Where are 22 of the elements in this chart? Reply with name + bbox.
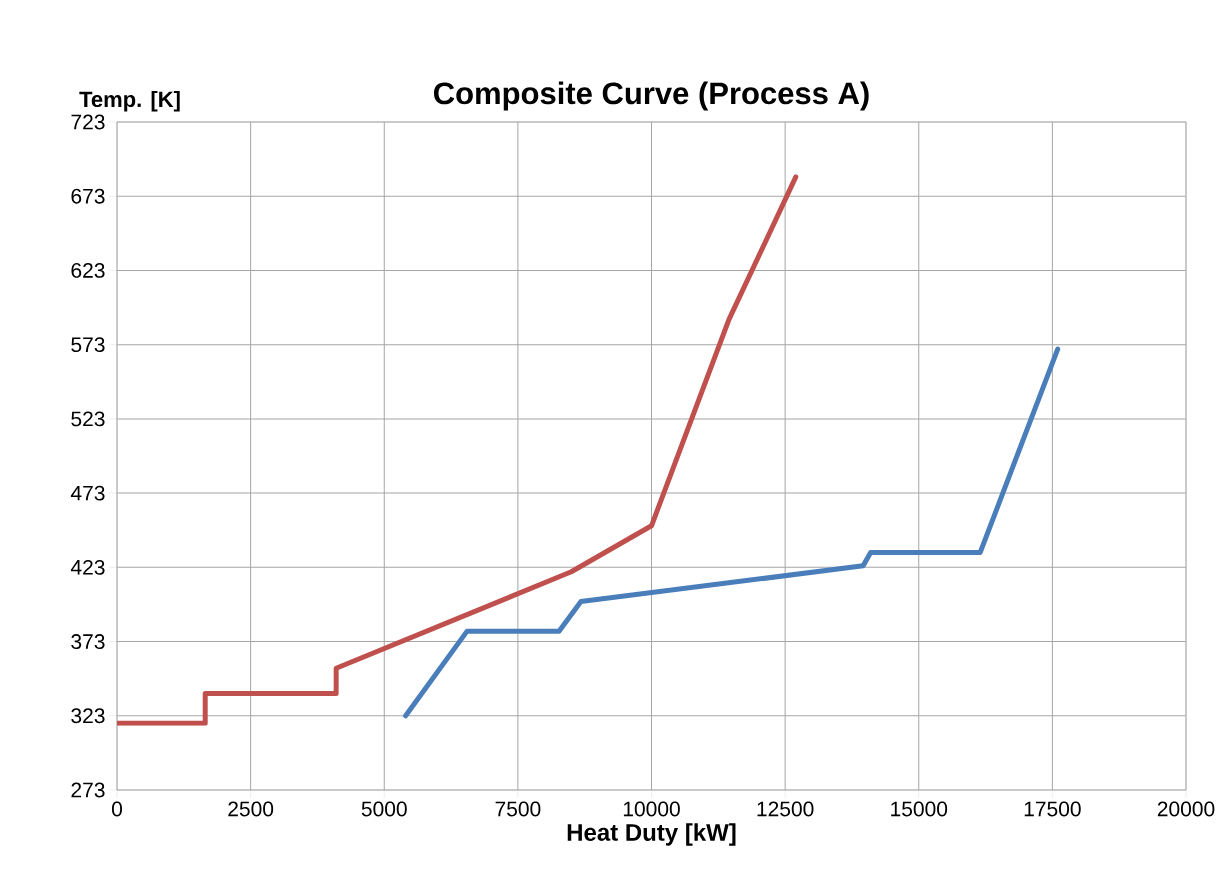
x-tick-label: 17500	[1024, 801, 1081, 817]
x-tick-label: 2500	[228, 801, 274, 817]
y-tick-label: 423	[70, 559, 105, 575]
y-tick-label: 573	[71, 337, 105, 353]
x-tick-label: 12500	[757, 801, 814, 817]
y-tick-label: 673	[71, 188, 105, 204]
y-tick-label: 723	[71, 114, 105, 130]
y-tick-label: 323	[71, 708, 105, 724]
x-tick-label: 5000	[361, 801, 407, 817]
y-tick-label: 523	[71, 411, 105, 427]
x-tick-label: 15000	[891, 801, 948, 817]
y-tick-label: 373	[71, 634, 105, 649]
x-axis-title: Heat Duty [kW]	[567, 823, 736, 846]
y-tick-label: 623	[71, 263, 105, 278]
y-axis-title: Temp. [K]	[79, 90, 180, 112]
y-tick-label: 473	[70, 485, 105, 501]
x-tick-label: 7500	[495, 801, 541, 817]
x-tick-label: 20000	[1157, 801, 1215, 817]
x-tick-label: 10000	[623, 801, 680, 817]
chart-title: Composite Curve (Process A)	[434, 81, 869, 111]
y-tick-label: 273	[71, 782, 105, 798]
x-tick-label: 0	[111, 801, 123, 817]
